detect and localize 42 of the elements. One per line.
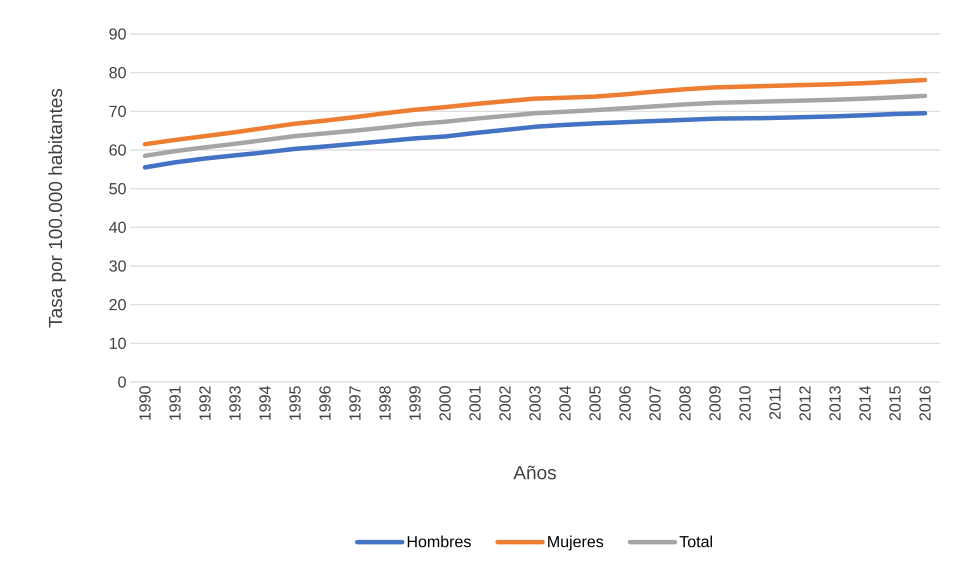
x-tick-label: 1990: [139, 386, 151, 420]
x-tick-label: 2001: [469, 386, 481, 420]
x-tick-label: 2014: [859, 386, 871, 420]
x-tick-label: 1999: [409, 386, 421, 420]
legend-label: Total: [680, 536, 712, 548]
x-tick-label: 2012: [799, 386, 811, 420]
x-tick-label: 2008: [679, 386, 691, 420]
x-tick-label: 1994: [259, 386, 271, 420]
legend-label: Mujeres: [548, 536, 604, 550]
x-tick-label: 1992: [199, 386, 211, 420]
x-tick-label: 2016: [919, 386, 931, 420]
x-tick-label: 2002: [499, 386, 511, 420]
x-tick-label: 2010: [739, 386, 751, 420]
x-tick-label: 2005: [589, 386, 601, 420]
x-tick-label: 2011: [769, 386, 781, 420]
x-axis-title: Años: [513, 466, 556, 480]
x-tick-label: 1993: [229, 386, 241, 420]
y-tick-label: 0: [118, 376, 126, 388]
y-tick-label: 80: [109, 67, 126, 78]
y-tick-label: 40: [109, 222, 126, 233]
x-tick-label: 2000: [439, 386, 451, 420]
x-tick-label: 1991: [169, 386, 181, 420]
x-tick-label: 1996: [319, 386, 331, 420]
x-tick-label: 1997: [349, 386, 361, 420]
y-tick-label: 90: [109, 28, 126, 40]
x-tick-label: 2006: [619, 386, 631, 420]
y-tick-label: 50: [109, 183, 126, 194]
y-tick-label: 20: [109, 299, 126, 310]
x-tick-label: 2013: [829, 386, 841, 420]
x-tick-label: 2003: [529, 386, 541, 420]
y-axis-title: Tasa por 100.000 habitantes: [48, 88, 66, 328]
y-tick-label: 60: [109, 144, 126, 156]
x-tick-label: 2009: [709, 386, 721, 420]
legend-label: Hombres: [408, 536, 471, 548]
x-tick-label: 2015: [889, 386, 901, 420]
y-tick-label: 70: [110, 106, 126, 117]
x-tick-label: 2004: [559, 386, 571, 420]
y-tick-label: 10: [110, 338, 126, 349]
x-tick-label: 2007: [649, 386, 661, 420]
x-tick-label: 1995: [289, 386, 301, 420]
y-tick-label: 30: [109, 260, 126, 272]
x-tick-label: 1998: [379, 386, 391, 420]
